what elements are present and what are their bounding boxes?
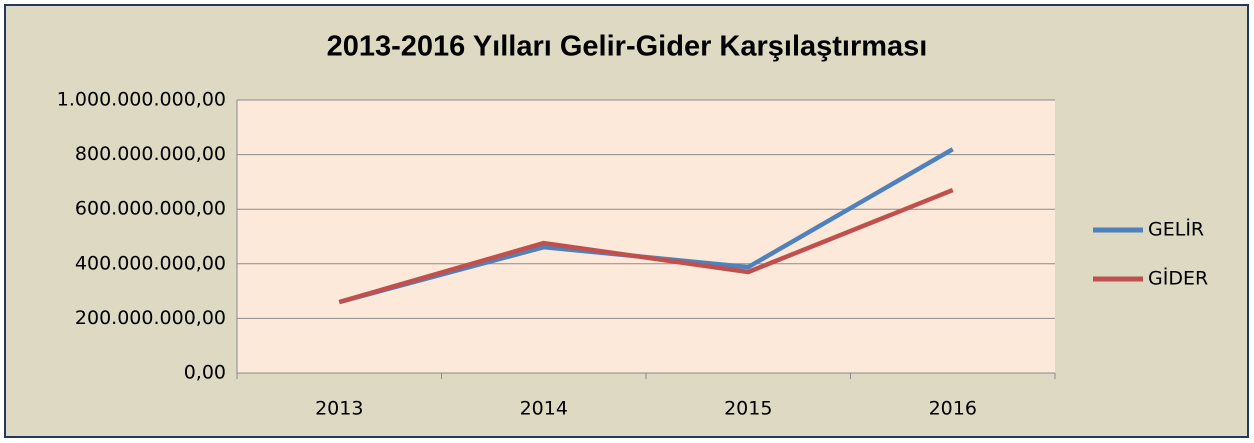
y-tick-label: 800.000.000,00 — [75, 143, 226, 165]
x-tick-label: 2014 — [520, 398, 568, 420]
y-tick-label: 400.000.000,00 — [75, 252, 226, 274]
legend-label: GİDER — [1148, 267, 1208, 290]
plot-area — [237, 100, 1055, 373]
y-tick-label: 600.000.000,00 — [75, 198, 226, 220]
y-tick-label: 0,00 — [184, 362, 226, 384]
data-line — [338, 188, 954, 305]
x-tick-label: 2015 — [724, 398, 772, 420]
x-tick-label: 2013 — [315, 398, 363, 420]
y-tick-label: 200.000.000,00 — [75, 307, 226, 329]
legend-label: GELİR — [1148, 218, 1204, 241]
chart-title: 2013-2016 Yılları Gelir-Gider Karşılaştı… — [327, 31, 928, 63]
x-tick-label: 2016 — [929, 398, 977, 420]
y-tick-label: 1.000.000.000,00 — [57, 89, 226, 111]
